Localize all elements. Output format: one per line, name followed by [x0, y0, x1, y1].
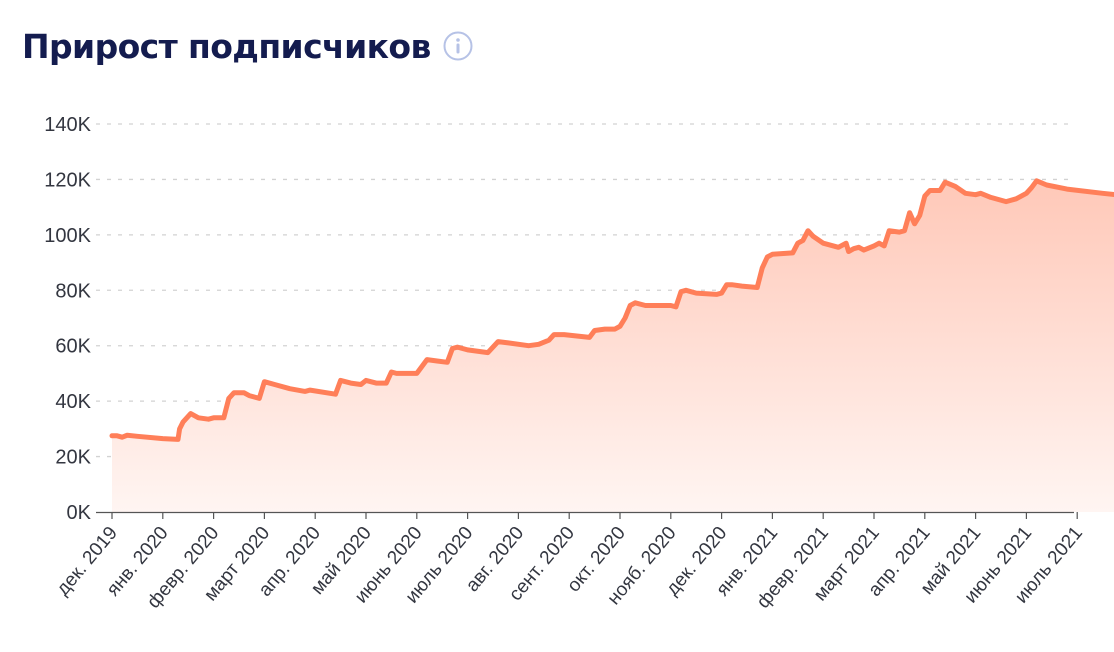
y-tick-label: 140K: [44, 114, 91, 136]
info-icon[interactable]: [443, 31, 473, 61]
chart-title: Прирост подписчиков: [22, 26, 431, 66]
y-tick-label: 80K: [55, 280, 91, 302]
y-tick-label: 100K: [44, 225, 91, 247]
y-axis: 0K 20K 40K 60K 80K 100K 120K 140K: [44, 114, 91, 524]
series-area: [112, 180, 1114, 512]
y-tick-label: 120K: [44, 169, 91, 191]
y-tick-label: 20K: [55, 447, 91, 469]
y-tick-label: 60K: [55, 336, 91, 358]
plot-area: [109, 178, 1114, 512]
series-line: [109, 178, 1114, 442]
chart-header: Прирост подписчиков: [22, 22, 473, 70]
y-tick-label: 0K: [67, 502, 92, 524]
y-tick-label: 40K: [55, 391, 91, 413]
